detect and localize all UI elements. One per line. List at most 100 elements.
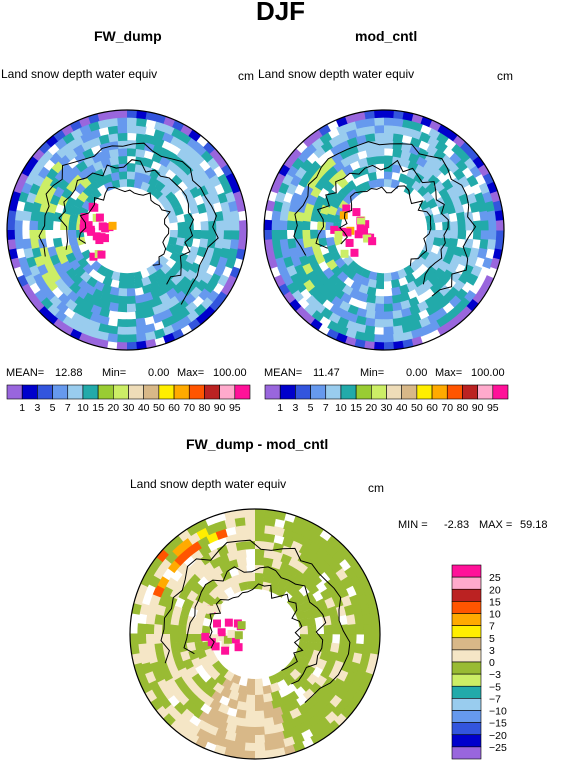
map-cell (345, 120, 358, 132)
panel-1-mean-value: 12.88 (55, 367, 83, 379)
panel-2-max-label: Max= (435, 367, 463, 379)
map-cell (234, 733, 246, 744)
map-cell (155, 604, 167, 616)
map-cell (226, 550, 239, 562)
map-cell (235, 717, 247, 728)
map-cell (244, 742, 255, 752)
map-cell (169, 312, 183, 325)
map-cell (153, 642, 164, 654)
map-cell (244, 750, 255, 759)
map-cell (195, 608, 207, 620)
map-cell (215, 291, 228, 305)
map-cell (188, 203, 200, 215)
map-cell (169, 624, 179, 634)
map-cell (164, 703, 178, 718)
map-cell (75, 160, 88, 173)
map-cell (179, 132, 193, 145)
map-cell (177, 633, 187, 644)
map-cell (254, 702, 265, 712)
map-cell (352, 604, 363, 616)
map-cell (102, 173, 113, 184)
map-cell (274, 256, 286, 269)
map-cell (309, 229, 319, 239)
map-cell (231, 230, 240, 241)
map-cell (54, 277, 67, 291)
map-cell (201, 632, 210, 641)
colorbar-swatch (6, 384, 23, 400)
map-cell (352, 652, 363, 665)
map-2 (263, 109, 505, 351)
map-cell (422, 257, 434, 269)
map-cell (198, 711, 212, 724)
map-cell (207, 638, 216, 647)
map-cell (145, 633, 155, 645)
map-cell (422, 206, 434, 217)
map-cell (262, 684, 273, 696)
map-cell (277, 163, 291, 177)
map-cell (176, 299, 189, 312)
map-cell (273, 526, 286, 537)
map-cell (107, 132, 119, 143)
map-cell (29, 238, 40, 250)
map-cell (329, 560, 343, 574)
map-cell (171, 605, 183, 617)
map-cell (430, 165, 443, 178)
map-cell (187, 649, 199, 661)
map-cell (374, 110, 385, 119)
map-cell (148, 679, 161, 693)
map-cell (215, 528, 228, 540)
map-cell (117, 110, 128, 119)
map-cell (374, 132, 385, 142)
map-cell (72, 304, 85, 317)
map-cell (355, 126, 367, 137)
map-cell (169, 614, 180, 626)
map-cell (7, 229, 16, 240)
colorbar-swatch (451, 685, 482, 699)
map-cell (139, 652, 150, 665)
map-cell (204, 166, 217, 180)
map-cell (302, 237, 312, 249)
map-cell (279, 238, 289, 250)
map-cell (349, 575, 362, 589)
map-cell (62, 244, 73, 256)
map-cell (213, 619, 222, 628)
map-cell (152, 688, 166, 702)
map-cell (334, 191, 346, 203)
map-cell (97, 233, 106, 242)
map-cell (177, 221, 187, 231)
map-cell (245, 710, 255, 720)
map-cell (339, 263, 351, 275)
map-cell (185, 731, 200, 745)
map-cell (144, 689, 158, 703)
map-cell (479, 210, 489, 222)
map-cell (130, 633, 139, 645)
colorbar-swatch (401, 384, 418, 400)
map-cell (343, 652, 355, 664)
map-cell (65, 267, 78, 280)
map-cell (143, 307, 155, 318)
panel-1-mean-label: MEAN= (6, 367, 45, 379)
colorbar-swatch (451, 673, 482, 687)
map-cell (371, 634, 380, 645)
map-cell (311, 277, 324, 291)
map-cell (190, 549, 204, 563)
map-cell (230, 210, 240, 222)
colorbar-swatch (97, 384, 114, 400)
map-cell (297, 617, 308, 628)
map-cell (435, 140, 448, 153)
map-cell (318, 726, 333, 740)
map-cell (264, 219, 273, 230)
map-cell (245, 702, 255, 712)
map-1 (6, 109, 248, 351)
map-cell (470, 265, 483, 278)
map-cell (246, 580, 256, 590)
map-cell (345, 268, 357, 280)
map-cell (70, 205, 81, 216)
map-cell (110, 171, 120, 182)
map-cell (214, 736, 227, 748)
map-cell (141, 284, 153, 295)
map-cell (76, 236, 86, 246)
map-cell (45, 279, 58, 292)
map-cell (341, 548, 355, 563)
map-cell (445, 203, 457, 215)
